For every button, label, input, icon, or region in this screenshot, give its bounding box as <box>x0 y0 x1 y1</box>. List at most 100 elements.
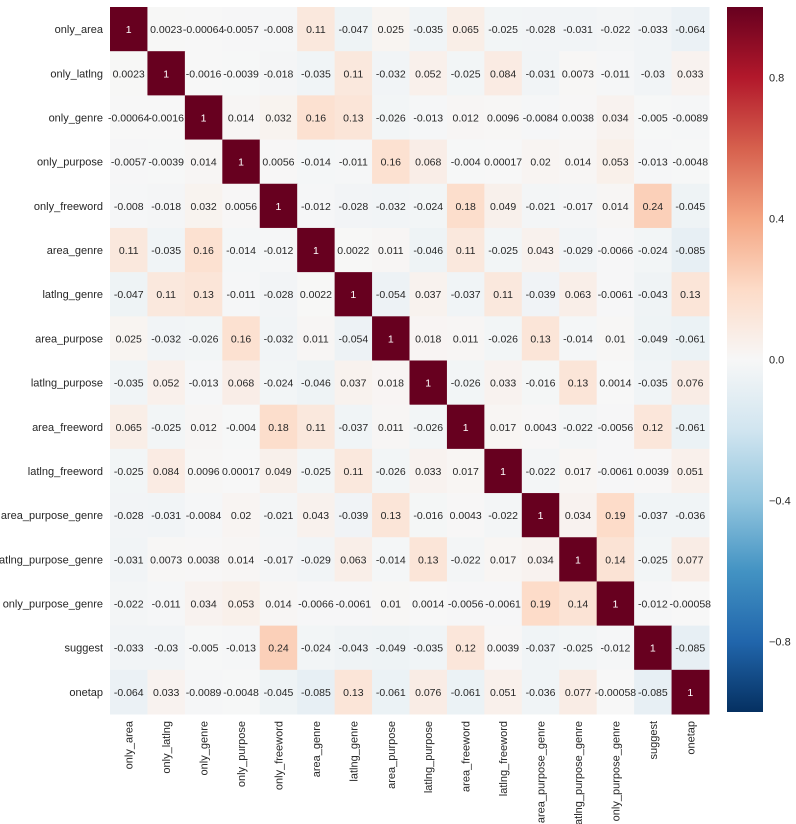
cell-value-label: 0.034 <box>602 112 628 124</box>
cell-value-label: -0.085 <box>675 245 705 257</box>
cell-value-label: -0.017 <box>264 554 294 566</box>
cell-value-label: 1 <box>201 112 207 124</box>
heatmap-cell <box>484 272 523 317</box>
cell-value-label: -0.0057 <box>223 24 259 36</box>
cell-value-label: 0.011 <box>378 422 404 434</box>
cell-value-label: 0.033 <box>490 378 516 390</box>
cell-value-label: 0.043 <box>527 245 553 257</box>
cell-value-label: -0.00058 <box>670 599 712 611</box>
cell-value-label: -0.064 <box>114 687 144 699</box>
cell-value-label: -0.036 <box>526 687 556 699</box>
cell-value-label: -0.043 <box>338 643 368 655</box>
cell-value-label: 0.052 <box>153 378 179 390</box>
cell-value-label: 0.0043 <box>524 422 556 434</box>
heatmap-cell <box>297 227 336 273</box>
cell-value-label: -0.0061 <box>598 289 634 301</box>
heatmap-cell <box>222 95 261 141</box>
heatmap-cell <box>184 272 223 317</box>
heatmap-cell <box>409 51 448 96</box>
heatmap-cell <box>334 360 373 406</box>
heatmap-cell <box>634 7 673 52</box>
heatmap-cell <box>110 272 148 317</box>
cell-value-label: -0.024 <box>301 643 331 655</box>
cell-value-label: -0.012 <box>638 599 668 611</box>
heatmap-cell <box>110 95 148 141</box>
colorbar-tick-label: 0.4 <box>769 214 784 226</box>
heatmap-cell <box>184 448 223 494</box>
cell-value-label: 0.11 <box>156 289 176 301</box>
heatmap-cell <box>147 669 186 715</box>
cell-value-label: -0.037 <box>526 643 556 655</box>
heatmap-cell <box>372 581 410 627</box>
heatmap-cell <box>671 95 710 141</box>
heatmap-cell <box>559 360 598 406</box>
colorbar-tick-label: 0.8 <box>769 73 784 85</box>
heatmap-cell <box>671 448 710 494</box>
cell-value-label: 0.24 <box>268 643 289 655</box>
cell-value-label: -0.024 <box>638 245 668 257</box>
heatmap-cell <box>222 404 261 450</box>
cell-value-label: -0.012 <box>601 643 631 655</box>
cell-value-label: -0.036 <box>675 510 705 522</box>
heatmap-cell <box>559 227 598 273</box>
cell-value-label: -0.0048 <box>672 157 708 169</box>
cell-value-label: -0.0056 <box>598 422 634 434</box>
cell-value-label: 0.01 <box>381 599 402 611</box>
heatmap-cell <box>184 360 223 406</box>
cell-value-label: 1 <box>463 422 469 434</box>
heatmap-cell <box>409 448 448 494</box>
x-tick-label: only_freeword <box>273 721 285 790</box>
heatmap-cell <box>222 360 261 406</box>
heatmap-cell <box>446 183 485 229</box>
heatmap-cell <box>596 537 635 582</box>
cell-value-label: -0.032 <box>151 333 181 345</box>
y-axis-tick-labels: only_area only_latlng only_genre only_purpo… <box>0 24 104 699</box>
heatmap-cell <box>521 227 560 273</box>
cell-value-label: 0.049 <box>490 201 516 213</box>
heatmap-cell <box>184 7 223 52</box>
heatmap-cell <box>559 183 598 229</box>
cell-value-label: -0.0056 <box>448 599 484 611</box>
cell-value-label: -0.022 <box>451 554 481 566</box>
heatmap-cell <box>110 227 148 273</box>
heatmap-cell <box>409 669 448 715</box>
heatmap-cell <box>409 537 448 582</box>
cell-value-label: 0.017 <box>565 466 591 478</box>
heatmap-cell <box>671 316 710 361</box>
cell-value-label: -0.025 <box>638 554 668 566</box>
heatmap-cell <box>297 581 336 627</box>
cell-value-label: -0.035 <box>413 643 443 655</box>
colorbar-gradient <box>727 7 763 712</box>
cell-value-label: -0.008 <box>114 201 144 213</box>
heatmap-cell <box>110 669 148 715</box>
cell-value-label: 0.084 <box>490 68 516 80</box>
cell-value-label: 0.025 <box>116 333 142 345</box>
heatmap-cell <box>372 183 410 229</box>
cell-value-label: -0.0048 <box>223 687 259 699</box>
cell-value-label: -0.035 <box>151 245 181 257</box>
heatmap-cell <box>446 537 485 582</box>
heatmap-cell <box>484 7 523 52</box>
heatmap-cell <box>372 404 410 450</box>
heatmap-cell <box>259 316 298 361</box>
cell-value-label: -0.018 <box>264 68 294 80</box>
x-tick-label: latlng_purpose <box>423 721 435 793</box>
y-tick-label: only_genre <box>49 112 103 124</box>
heatmap-cell <box>521 625 560 671</box>
cell-value-label: -0.011 <box>339 157 368 169</box>
heatmap-cell <box>634 227 673 273</box>
cell-value-label: 0.076 <box>677 378 703 390</box>
cell-value-label: 0.0096 <box>188 466 220 478</box>
heatmap-cell <box>334 316 373 361</box>
heatmap-cell <box>372 360 410 406</box>
cell-value-label: -0.035 <box>638 378 668 390</box>
heatmap-cell <box>521 360 560 406</box>
heatmap-cell <box>110 316 148 361</box>
cell-value-label: 0.053 <box>228 599 254 611</box>
heatmap-cell <box>184 139 223 185</box>
heatmap-cell <box>110 7 148 52</box>
heatmap-cell <box>184 227 223 273</box>
heatmap-cell <box>222 537 261 582</box>
heatmap-cell <box>671 272 710 317</box>
cell-value-label: 0.012 <box>190 422 216 434</box>
